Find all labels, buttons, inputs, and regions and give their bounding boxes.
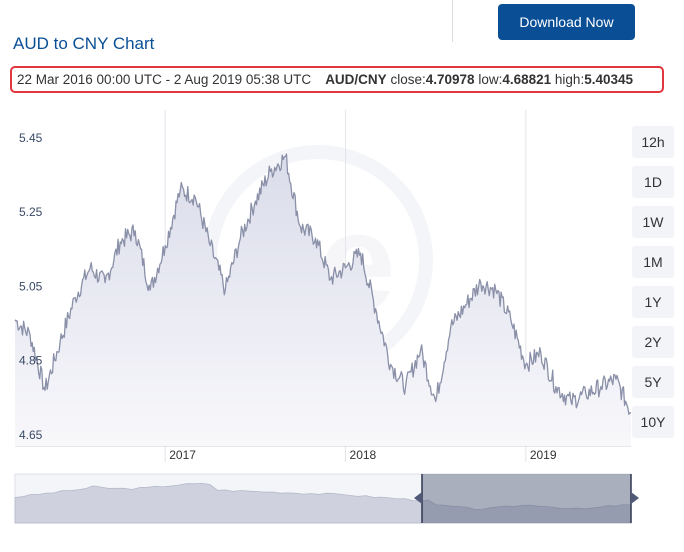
download-button[interactable]: Download Now xyxy=(498,4,635,40)
timeframe-2y-button[interactable]: 2Y xyxy=(632,326,674,358)
timeframe-1d-button[interactable]: 1D xyxy=(632,166,674,198)
close-label: close: xyxy=(390,72,426,87)
currency-pair: AUD/CNY xyxy=(325,72,387,87)
x-tick-label: 2017 xyxy=(169,448,196,462)
price-line xyxy=(14,153,632,415)
navigator-left-handle[interactable] xyxy=(414,492,422,504)
x-tick-label: 2019 xyxy=(530,448,557,462)
low-label: low: xyxy=(478,72,503,87)
timeframe-1w-button[interactable]: 1W xyxy=(632,206,674,238)
y-tick-label: 5.45 xyxy=(19,131,43,145)
timeframe-5y-button[interactable]: 5Y xyxy=(632,366,674,398)
timeframe-12h-button[interactable]: 12h xyxy=(632,126,674,158)
low-value: 4.68821 xyxy=(502,72,552,87)
timeframe-1y-button[interactable]: 1Y xyxy=(632,286,674,318)
y-tick-label: 5.05 xyxy=(19,279,43,293)
navigator-right-handle[interactable] xyxy=(631,492,639,504)
high-value: 5.40345 xyxy=(584,72,634,87)
timeframe-10y-button[interactable]: 10Y xyxy=(632,406,674,438)
y-tick-label: 4.85 xyxy=(19,354,43,368)
navigator-area xyxy=(14,482,632,524)
y-axis-labels: 5.45 5.25 5.05 4.85 4.65 xyxy=(19,131,43,442)
chart-summary: 22 Mar 2016 00:00 UTC - 2 Aug 2019 05:38… xyxy=(10,66,664,93)
y-tick-label: 5.25 xyxy=(19,205,43,219)
date-range: 22 Mar 2016 00:00 UTC - 2 Aug 2019 05:38… xyxy=(17,72,312,87)
x-axis-labels: 2017 2018 2019 xyxy=(169,448,557,462)
close-value: 4.70978 xyxy=(425,72,475,87)
navigator-selection[interactable] xyxy=(422,474,631,523)
chart-title: AUD to CNY Chart xyxy=(13,34,155,53)
y-tick-label: 4.65 xyxy=(19,428,43,442)
price-area-fill xyxy=(15,154,631,446)
header-divider xyxy=(452,0,453,42)
high-label: high: xyxy=(554,72,585,87)
x-tick-label: 2018 xyxy=(350,448,377,462)
timeframe-1m-button[interactable]: 1M xyxy=(632,246,674,278)
